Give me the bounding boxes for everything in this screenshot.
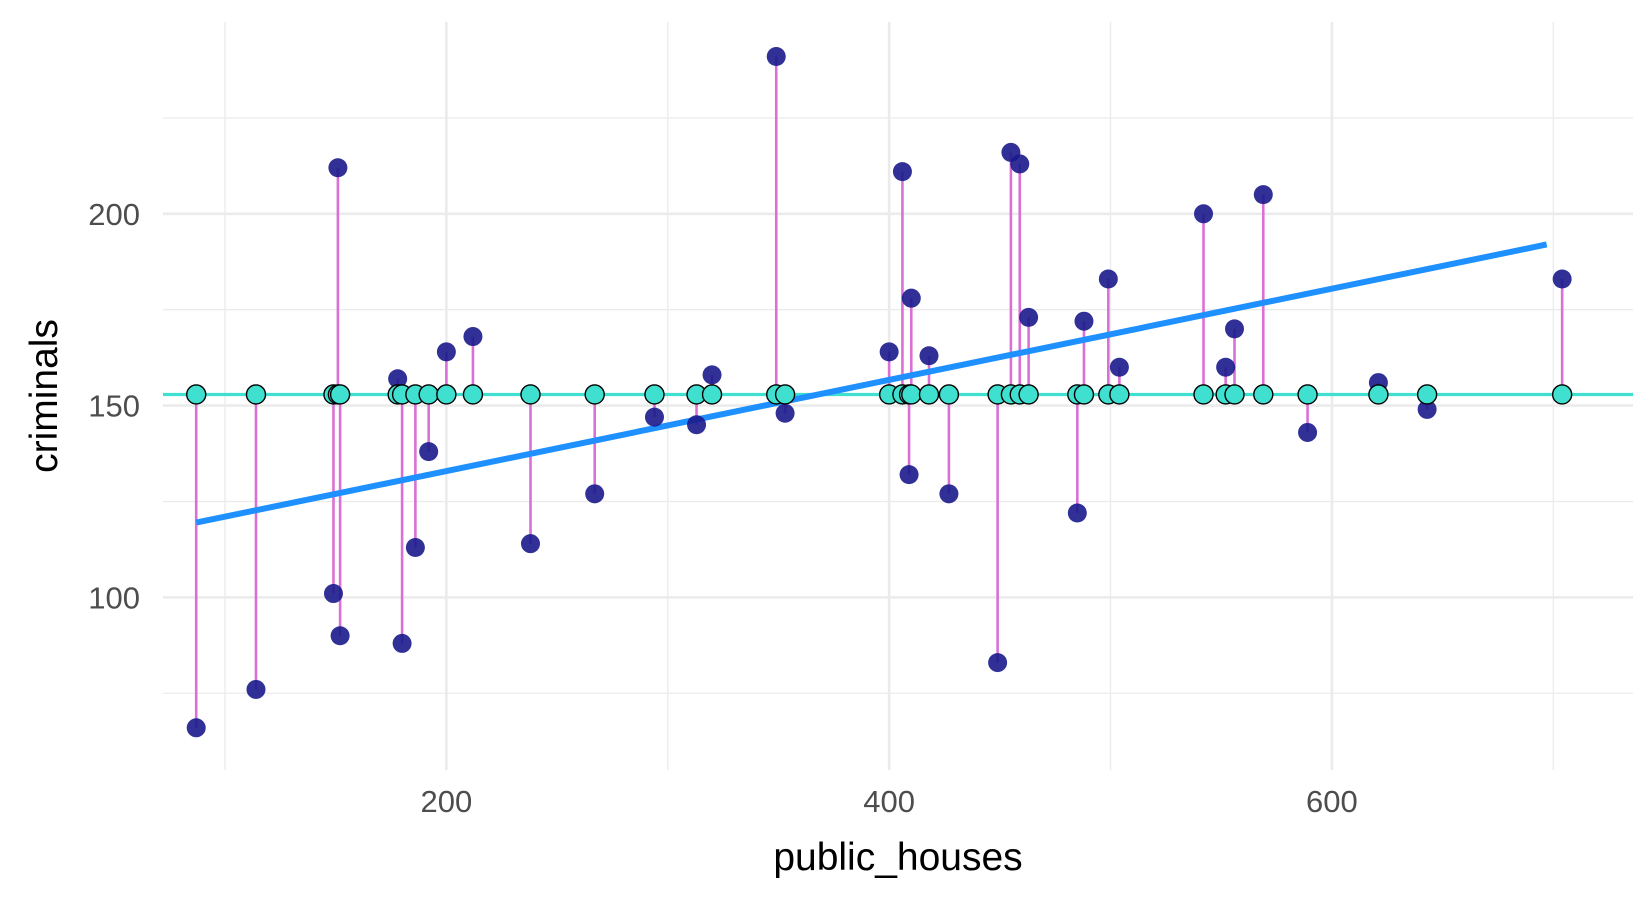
observed-point <box>521 534 540 554</box>
mean-point <box>644 384 665 405</box>
observed-point <box>405 538 425 558</box>
x-tick-label: 400 <box>863 784 915 819</box>
mean-point <box>436 384 457 405</box>
mean-point <box>186 384 207 405</box>
observed-point <box>246 679 266 699</box>
mean-point <box>938 384 960 405</box>
mean-point <box>1416 384 1438 405</box>
observed-point <box>186 718 206 738</box>
y-tick-label: 150 <box>88 389 140 424</box>
mean-point <box>1368 384 1389 405</box>
mean-point <box>1073 384 1095 405</box>
observed-point <box>1010 154 1030 174</box>
x-axis-title: public_houses <box>773 836 1022 879</box>
observed-point <box>328 158 348 178</box>
observed-point <box>988 653 1008 673</box>
x-tick-labels: 200 400 600 <box>421 784 1358 819</box>
observed-point <box>879 342 899 362</box>
observed-point <box>766 47 786 67</box>
y-tick-label: 200 <box>88 197 140 232</box>
mean-point <box>584 384 605 405</box>
regression-line <box>195 241 1548 526</box>
observed-point <box>1253 185 1273 205</box>
mean-point <box>701 384 723 405</box>
observed-point <box>323 584 343 604</box>
observed-point <box>939 484 959 504</box>
mean-point <box>462 384 484 405</box>
observed-point <box>1194 204 1214 224</box>
observed-point <box>775 403 795 423</box>
observed-point <box>1074 311 1094 331</box>
mean-point <box>245 384 267 405</box>
observed-point <box>436 342 456 362</box>
mean-point <box>329 384 351 405</box>
observed-point <box>702 365 722 385</box>
observed-point <box>1225 319 1245 339</box>
mean-point <box>901 384 922 405</box>
y-axis-title: criminals <box>23 319 66 473</box>
observed-point <box>644 407 664 427</box>
regression-layer <box>195 241 1548 526</box>
observed-point <box>1067 503 1087 523</box>
observed-point <box>1019 307 1039 327</box>
observed-point <box>392 633 412 653</box>
y-tick-label: 100 <box>88 580 140 615</box>
y-tick-labels: 100 150 200 <box>88 197 140 616</box>
grid <box>163 22 1633 770</box>
mean-point <box>418 384 439 405</box>
mean-point <box>1109 384 1130 405</box>
mean-point <box>1018 384 1039 405</box>
observed-point <box>419 442 439 462</box>
observed-point <box>1216 357 1236 377</box>
observed-point <box>1098 269 1118 289</box>
mean-point <box>918 384 940 405</box>
mean-point <box>1193 384 1214 405</box>
x-tick-label: 200 <box>421 784 473 819</box>
mean-point <box>1297 384 1318 405</box>
observed-point <box>1298 422 1318 442</box>
observed-point <box>463 327 483 347</box>
mean-point <box>1551 384 1573 405</box>
mean-point <box>774 384 796 405</box>
observed-point <box>1109 357 1129 377</box>
observed-point <box>919 346 939 366</box>
observed-point <box>899 465 919 485</box>
observed-point <box>901 288 921 308</box>
mean-point <box>1224 384 1245 405</box>
observed-point <box>687 415 707 435</box>
mean-point <box>1253 384 1274 405</box>
observed-point <box>388 369 408 389</box>
x-tick-label: 600 <box>1306 784 1358 819</box>
observed-point <box>1417 399 1437 419</box>
observed-point <box>585 484 605 504</box>
observed-point <box>1552 269 1572 289</box>
observed-point <box>892 162 912 182</box>
mean-points <box>186 384 1573 405</box>
mean-point <box>520 384 541 405</box>
observed-point <box>330 626 350 646</box>
